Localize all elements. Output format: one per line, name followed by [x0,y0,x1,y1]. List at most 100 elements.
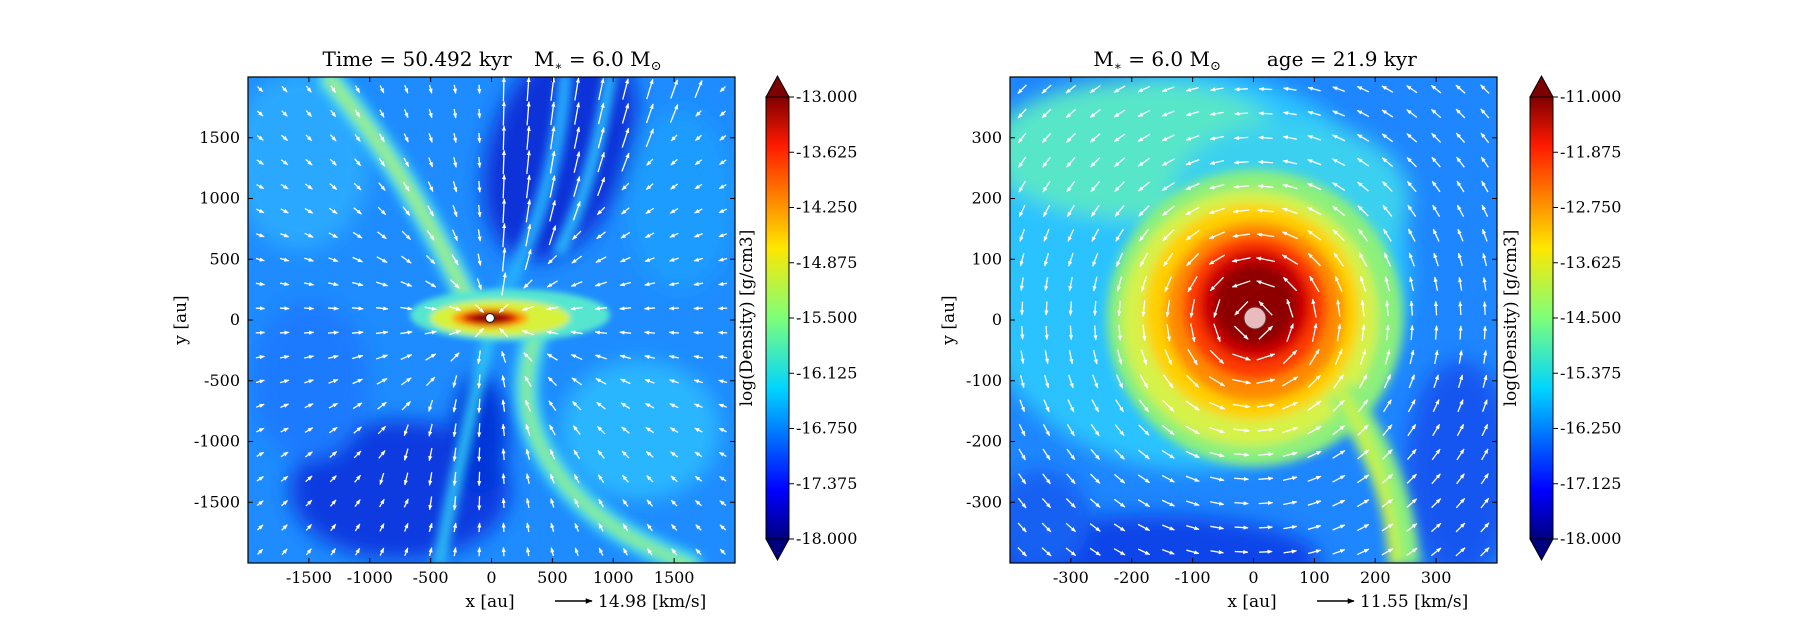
velocity-arrow [1089,109,1101,118]
velocity-arrow [400,330,413,335]
velocity-arrow [304,451,313,458]
velocity-arrow [1067,399,1075,413]
velocity-arrow [1282,111,1297,116]
velocity-arrow [719,524,727,531]
velocity-arrow [1407,204,1417,217]
velocity-arrow [1408,252,1415,267]
velocity-arrow [1255,256,1276,263]
velocity-arrow [449,305,462,311]
velocity-arrow [1041,108,1052,119]
velocity-arrow [401,255,412,264]
velocity-arrow [718,379,728,384]
velocity-arrow [255,233,265,238]
velocity-arrow [718,208,727,214]
velocity-arrow [598,498,604,508]
velocity-arrow [1138,205,1150,217]
velocity-arrow [1481,423,1489,437]
velocity-arrow [1482,374,1488,388]
velocity-arrow [1208,231,1225,240]
velocity-arrow [425,254,436,265]
velocity-arrow [1381,523,1394,532]
velocity-arrow [571,255,582,264]
velocity-arrow [255,281,265,286]
velocity-arrow [1139,252,1149,267]
velocity-arrow [1257,184,1274,189]
right-colorbar: -11.000 -11.875 -12.750 -13.625 -14.500 -15.3… [1501,74,1621,562]
velocity-arrow [1018,424,1026,437]
velocity-arrow [501,125,506,150]
velocity-arrow [474,303,485,313]
velocity-arrow [1042,473,1051,485]
velocity-arrow [1186,253,1200,267]
velocity-arrow [550,522,555,532]
velocity-arrow [256,475,264,482]
velocity-arrow [1307,229,1322,241]
velocity-arrow [1234,301,1249,316]
velocity-arrow [1233,184,1249,189]
velocity-arrow [521,305,534,311]
velocity-arrow [694,427,703,433]
velocity-arrow [1161,134,1175,142]
velocity-arrow [1186,524,1200,531]
velocity-arrow [424,330,438,335]
velocity-arrow [1283,549,1297,554]
velocity-arrow [477,447,482,462]
left-density-field [248,77,735,563]
velocity-arrow [305,548,312,556]
velocity-arrow [1334,275,1343,292]
velocity-arrow [1042,156,1051,168]
velocity-arrow [1381,109,1394,118]
velocity-arrow [1114,424,1125,436]
velocity-arrow [1432,204,1441,218]
velocity-arrow [304,232,314,238]
velocity-arrow [521,330,534,336]
x-tick-label: -200 [1114,568,1150,587]
left-velocity-vectors [255,77,728,557]
velocity-arrow [452,447,457,462]
velocity-arrow [693,257,703,262]
velocity-arrow [570,354,583,361]
velocity-arrow [404,547,409,557]
velocity-arrow [525,497,531,508]
velocity-arrow [1282,401,1299,410]
velocity-arrow [646,158,654,166]
velocity-arrow [1231,280,1251,288]
velocity-arrow [1017,522,1027,533]
velocity-arrow [1162,399,1175,412]
velocity-arrow [1282,159,1298,165]
velocity-arrow [303,330,315,335]
velocity-arrow [1090,448,1101,460]
velocity-arrow [1140,349,1148,366]
velocity-arrow [1042,423,1051,437]
velocity-arrow [1017,84,1027,94]
y-tick-label: 300 [971,128,1002,147]
velocity-arrow [1234,549,1249,555]
velocity-arrow [256,183,265,190]
velocity-arrow [1117,300,1122,317]
velocity-arrow [280,427,289,433]
velocity-arrow [1456,156,1465,168]
velocity-arrow [1307,374,1321,388]
left-colorbar-extend-top [765,74,790,98]
velocity-arrow [477,423,482,438]
colorbar-tick-label: -11.000 [1560,87,1621,106]
velocity-arrow [1357,181,1369,192]
velocity-arrow [669,232,679,238]
velocity-arrow [669,208,679,214]
velocity-arrow [1209,183,1225,190]
velocity-arrow [1162,374,1174,389]
velocity-arrow [453,157,458,168]
velocity-arrow [1066,448,1076,461]
velocity-arrow [573,126,581,149]
velocity-arrow [1213,299,1221,318]
velocity-arrow [1357,474,1370,484]
velocity-arrow [328,232,339,239]
colorbar-tick-label: -18.000 [1560,529,1621,548]
velocity-arrow [304,257,314,262]
velocity-arrow [670,158,678,166]
velocity-arrow [452,375,458,388]
velocity-arrow [1336,299,1341,317]
left-panel: Time = 50.492 kyr M∗ = 6.0 M⊙ [171,47,857,612]
velocity-arrow [646,523,653,532]
colorbar-tick-label: -13.625 [796,142,857,161]
